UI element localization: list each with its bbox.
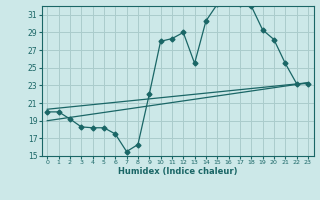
X-axis label: Humidex (Indice chaleur): Humidex (Indice chaleur) [118,167,237,176]
